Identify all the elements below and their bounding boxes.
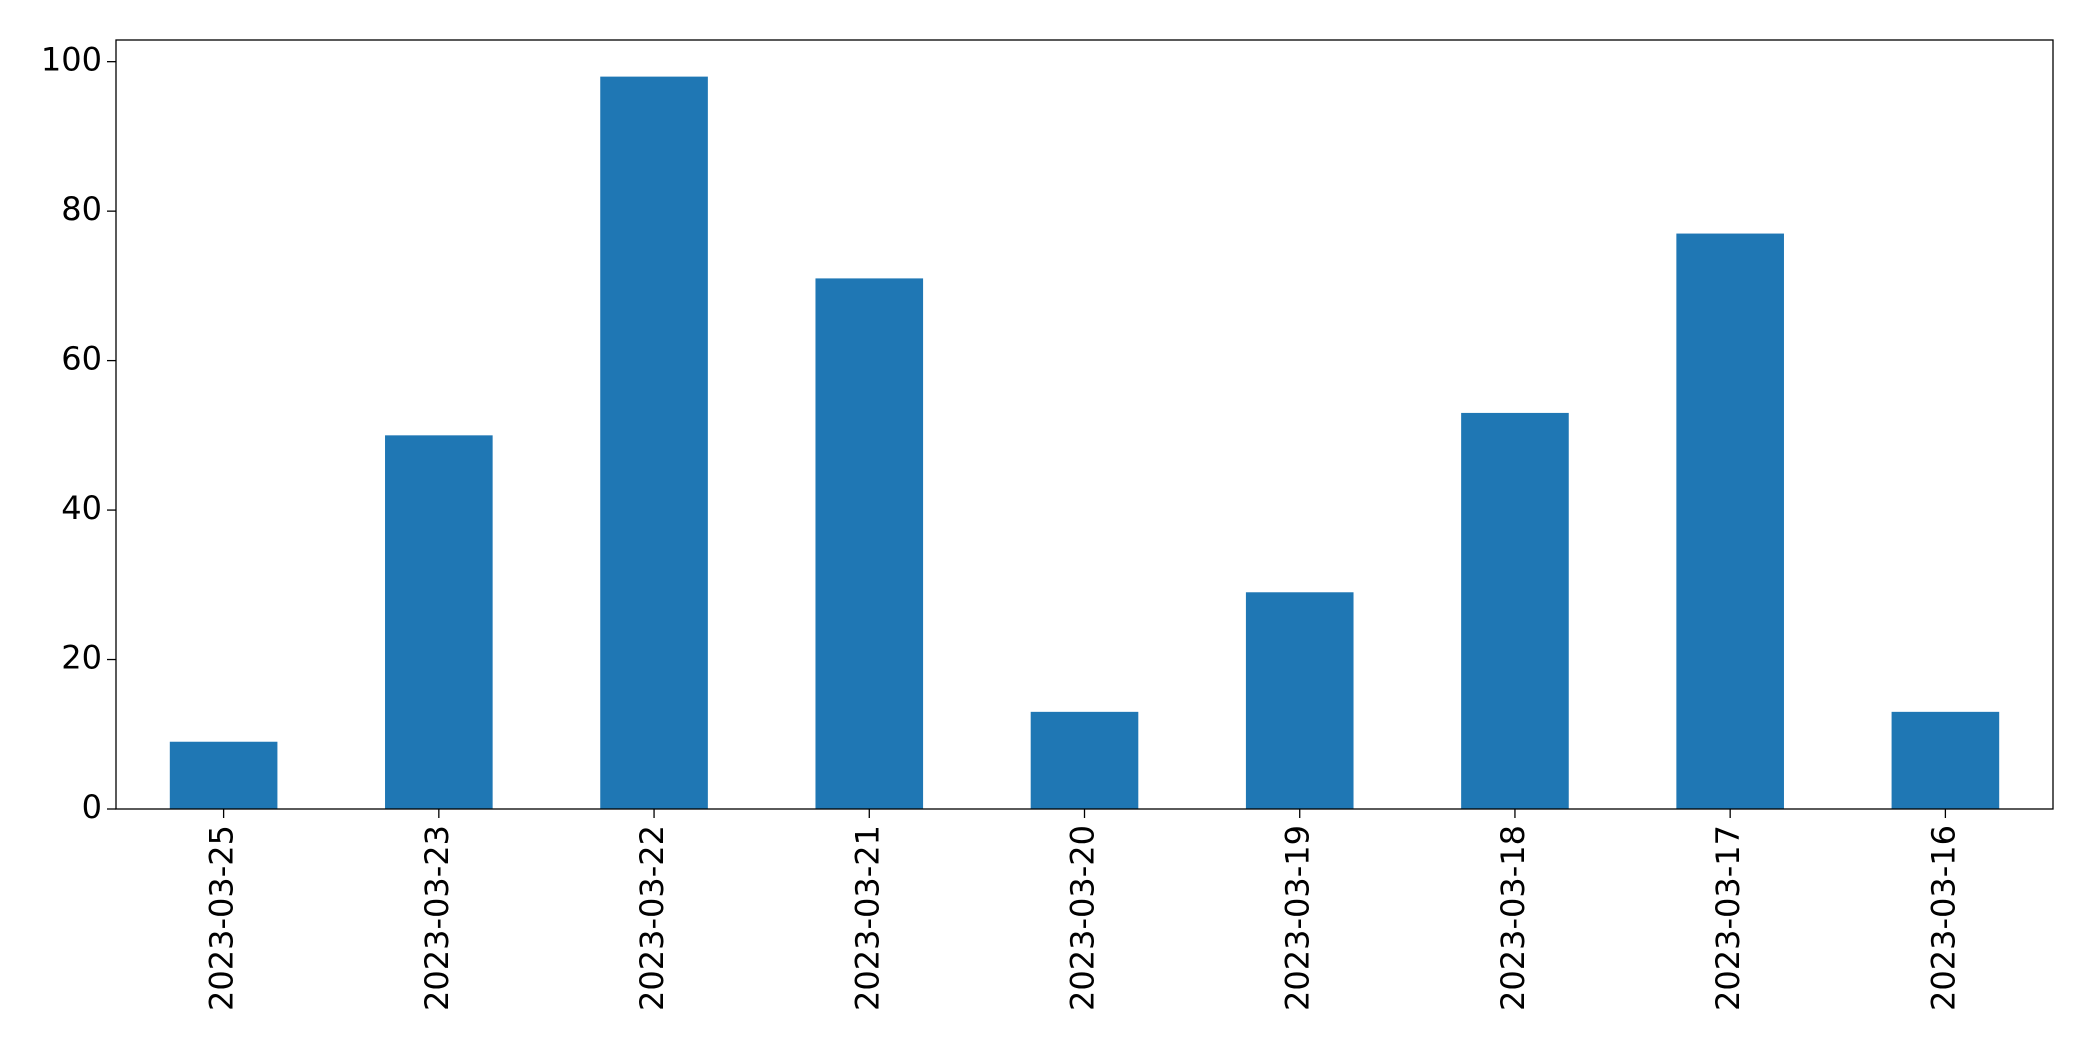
bar [1676,233,1784,810]
y-tick-label: 40 [61,489,102,527]
y-tick-label: 60 [61,340,102,378]
x-tick-label: 2023-03-16 [1924,825,1962,1011]
bar [1891,711,2000,809]
bar [600,76,708,810]
x-tick-label: 2023-03-20 [1064,825,1102,1011]
bar [1245,592,1354,809]
bar [169,741,278,809]
bar [1461,412,1569,809]
bar [1030,711,1139,809]
x-tick-label: 2023-03-23 [418,825,456,1011]
plot-frame [115,39,2054,810]
y-tick-label: 20 [61,639,102,677]
y-tick-label: 80 [61,190,102,228]
x-tick-label: 2023-03-25 [203,825,241,1011]
x-tick-label: 2023-03-22 [633,825,671,1011]
bar [815,278,924,809]
x-tick-label: 2023-03-18 [1494,825,1532,1011]
y-tick-label: 0 [82,788,102,826]
x-tick-label: 2023-03-21 [848,825,886,1011]
x-tick-label: 2023-03-19 [1279,825,1317,1011]
x-tick-label: 2023-03-17 [1709,825,1747,1011]
bar [385,435,493,809]
y-tick-label: 100 [41,41,102,79]
